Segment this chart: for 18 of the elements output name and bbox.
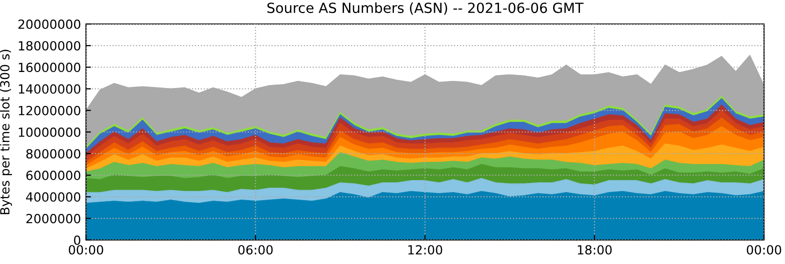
x-tick-label: 00:00 — [746, 245, 782, 255]
y-tick-label: 8000000 — [26, 149, 80, 159]
x-tick-label: 00:00 — [68, 245, 104, 255]
x-tick-label: 12:00 — [408, 245, 442, 255]
x-tick-label: 06:00 — [238, 245, 273, 255]
y-tick-label: 20000000 — [18, 19, 80, 29]
y-tick-label: 18000000 — [18, 41, 80, 51]
x-tick-label: 18:00 — [578, 245, 612, 255]
y-tick-label: 14000000 — [18, 84, 80, 94]
y-tick-label: 2000000 — [26, 214, 80, 224]
y-tick-label: 6000000 — [26, 170, 80, 180]
y-tick-label: 10000000 — [18, 127, 80, 137]
y-axis-title: Bytes per time slot (300 s) — [0, 50, 12, 214]
y-tick-label: 12000000 — [18, 106, 80, 116]
y-tick-label: 4000000 — [26, 192, 80, 202]
y-tick-label: 16000000 — [18, 62, 80, 72]
chart-title: Source AS Numbers (ASN) -- 2021-06-06 GMT — [267, 2, 584, 15]
y-tick-label: 0 — [74, 235, 80, 245]
